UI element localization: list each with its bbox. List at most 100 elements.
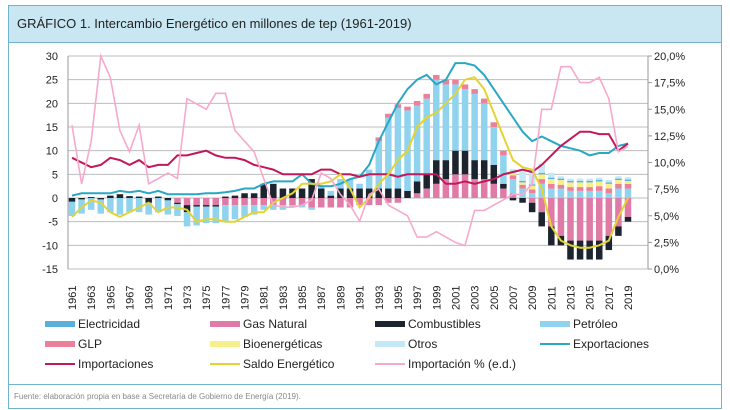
bar-petr-leo — [270, 205, 277, 210]
bar-combustibles — [145, 198, 152, 203]
bar-gas-natural — [260, 198, 267, 206]
bar-combustibles — [164, 198, 172, 201]
bar-gas-natural — [452, 174, 459, 198]
bar-gas-natural — [183, 198, 191, 206]
x-tick-label: 2009 — [527, 286, 539, 310]
x-tick-label: 1969 — [144, 286, 156, 310]
bar-glp — [423, 93, 430, 99]
bar-gas-natural — [308, 198, 315, 208]
bar-combustibles — [586, 240, 593, 260]
bar-petr-leo — [365, 169, 373, 189]
bar-petr-leo — [260, 205, 267, 210]
line-exportaciones — [71, 62, 629, 197]
bar-otros — [548, 172, 555, 178]
y-left-tick-label: 25 — [46, 75, 58, 87]
y-left-tick-label: -5 — [48, 217, 58, 229]
bar-petr-leo — [289, 205, 296, 208]
bar-combustibles — [222, 196, 229, 198]
bar-gas-natural — [250, 198, 258, 206]
bar-glp — [490, 122, 498, 127]
y-right-tick-label: 5,0% — [654, 211, 679, 223]
bar-combustibles — [97, 198, 105, 200]
bar-otros — [538, 163, 545, 173]
bar-combustibles — [442, 160, 450, 180]
bar-gas-natural — [557, 198, 565, 236]
bar-combustibles — [365, 188, 373, 198]
bar-petr-leo — [327, 190, 335, 196]
bar-glp — [413, 100, 421, 106]
bar-gas-natural — [394, 198, 402, 203]
bar-gas-natural — [222, 198, 229, 206]
x-tick-label: 2017 — [604, 286, 616, 310]
source-note: Fuente: elaboración propia en base a Sec… — [14, 392, 301, 401]
bar-otros — [557, 176, 565, 179]
y-right-tick-label: 2,5% — [654, 237, 679, 249]
y-left-tick-label: 30 — [46, 51, 58, 63]
bar-petr-leo — [605, 193, 613, 198]
bar-petr-leo — [183, 212, 191, 227]
bar-petr-leo — [624, 188, 632, 198]
bar-otros — [615, 176, 622, 179]
bar-bioenerg-ticas — [615, 180, 622, 184]
bar-electricidad — [605, 182, 613, 184]
bar-bioenerg-ticas — [509, 173, 517, 176]
x-tick-label: 1981 — [259, 286, 271, 310]
bar-combustibles — [193, 205, 200, 207]
bar-bioenerg-ticas — [519, 182, 526, 185]
x-tick-label: 1967 — [125, 286, 137, 310]
bar-gas-natural — [615, 198, 622, 227]
footer: Fuente: elaboración propia en base a Sec… — [8, 384, 722, 409]
bar-petr-leo — [615, 188, 622, 198]
x-tick-label: 1963 — [86, 286, 98, 310]
x-tick-label: 2007 — [508, 286, 520, 310]
bar-petr-leo — [231, 205, 239, 220]
bar-petr-leo — [471, 93, 478, 161]
bar-glp — [528, 189, 536, 194]
bar-petr-leo — [557, 188, 565, 198]
x-tick-label: 1975 — [201, 286, 213, 310]
bar-combustibles — [394, 188, 402, 198]
bar-glp — [480, 98, 488, 104]
bar-electricidad — [528, 184, 536, 186]
y-right-tick-label: 20,0% — [654, 51, 685, 63]
bar-gas-natural — [413, 193, 421, 198]
bar-glp — [567, 187, 574, 191]
x-tick-label: 1989 — [335, 286, 347, 310]
bar-petr-leo — [452, 84, 459, 151]
bar-gas-natural — [385, 198, 392, 203]
bar-gas-natural — [567, 198, 574, 241]
x-tick-label: 1973 — [182, 286, 194, 310]
bar-combustibles — [480, 160, 488, 180]
bar-glp — [624, 183, 632, 189]
y-right-tick-label: 10,0% — [654, 158, 685, 170]
bar-petr-leo — [116, 198, 124, 215]
bar-electricidad — [519, 180, 526, 183]
bar-bioenerg-ticas — [586, 182, 593, 188]
bar-bioenerg-ticas — [528, 185, 536, 190]
y-left-tick-label: 20 — [46, 98, 58, 110]
x-tick-label: 1979 — [240, 286, 252, 310]
bar-combustibles — [509, 198, 517, 201]
bar-combustibles — [433, 160, 440, 184]
bar-gas-natural — [337, 198, 344, 208]
bar-combustibles — [413, 181, 421, 194]
bar-petr-leo — [375, 141, 383, 189]
bar-gas-natural — [289, 198, 296, 206]
bar-combustibles — [231, 195, 239, 198]
bar-combustibles — [500, 183, 507, 189]
x-tick-label: 2005 — [489, 286, 501, 310]
bar-combustibles — [116, 194, 124, 198]
bar-petr-leo — [222, 205, 229, 222]
y-left-tick-label: 0 — [52, 193, 58, 205]
bar-gas-natural — [317, 198, 325, 208]
x-tick-label: 1999 — [431, 286, 443, 310]
line-importaciones — [71, 130, 629, 185]
bar-combustibles — [308, 179, 315, 198]
bar-glp — [595, 186, 603, 191]
bar-combustibles — [327, 195, 335, 198]
bar-gas-natural — [346, 198, 354, 208]
bar-combustibles — [528, 202, 536, 213]
bar-combustibles — [87, 197, 95, 198]
bar-petr-leo — [586, 190, 593, 198]
